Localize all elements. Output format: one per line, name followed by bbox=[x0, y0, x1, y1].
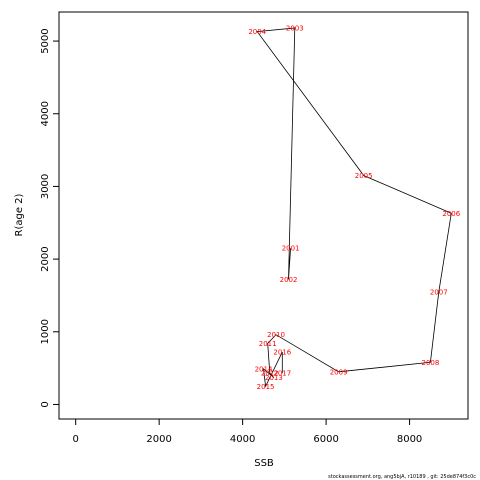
series-line bbox=[256, 27, 452, 388]
point-label-2015: 2015 bbox=[257, 383, 275, 391]
point-label-2005: 2005 bbox=[355, 172, 373, 180]
point-label-2009: 2009 bbox=[330, 368, 348, 376]
x-tick-label: 0 bbox=[73, 434, 79, 445]
point-labels: 2001 2002 2003 2004 2005 2006 2007 2008 2009 2010… bbox=[248, 24, 460, 390]
point-label-2010: 2010 bbox=[267, 331, 285, 339]
x-axis-title: SSB bbox=[254, 458, 274, 469]
x-axis: 0 2000 4000 6000 8000 bbox=[73, 418, 422, 445]
point-label-2017: 2017 bbox=[273, 370, 291, 378]
point-label-2012: 2012 bbox=[261, 370, 279, 378]
x-tick-label: 6000 bbox=[313, 434, 338, 445]
point-label-2016: 2016 bbox=[273, 349, 291, 357]
point-label-2001: 2001 bbox=[282, 245, 300, 253]
y-tick-label: 5000 bbox=[40, 28, 51, 53]
point-label-2004: 2004 bbox=[248, 28, 266, 36]
point-label-2006: 2006 bbox=[442, 210, 460, 218]
point-label-2002: 2002 bbox=[280, 276, 298, 284]
y-tick-label: 3000 bbox=[40, 174, 51, 199]
point-label-2007: 2007 bbox=[430, 288, 448, 296]
y-axis: 0 1000 2000 3000 4000 5000 bbox=[40, 28, 60, 408]
y-tick-label: 4000 bbox=[40, 101, 51, 126]
x-tick-label: 2000 bbox=[146, 434, 171, 445]
x-tick-label: 4000 bbox=[230, 434, 255, 445]
y-axis-title: R(age 2) bbox=[14, 193, 25, 236]
point-label-2013: 2013 bbox=[265, 374, 283, 382]
point-label-2011: 2011 bbox=[259, 340, 277, 348]
y-tick-label: 0 bbox=[40, 401, 51, 407]
y-tick-label: 1000 bbox=[40, 319, 51, 344]
point-label-2008: 2008 bbox=[422, 359, 440, 367]
point-label-2014: 2014 bbox=[255, 365, 273, 373]
x-tick-label: 8000 bbox=[397, 434, 422, 445]
footer-note: stockassessment.org, ang5bjA, r10189 , g… bbox=[328, 474, 476, 480]
point-label-2003: 2003 bbox=[286, 24, 304, 32]
y-tick-label: 2000 bbox=[40, 246, 51, 271]
